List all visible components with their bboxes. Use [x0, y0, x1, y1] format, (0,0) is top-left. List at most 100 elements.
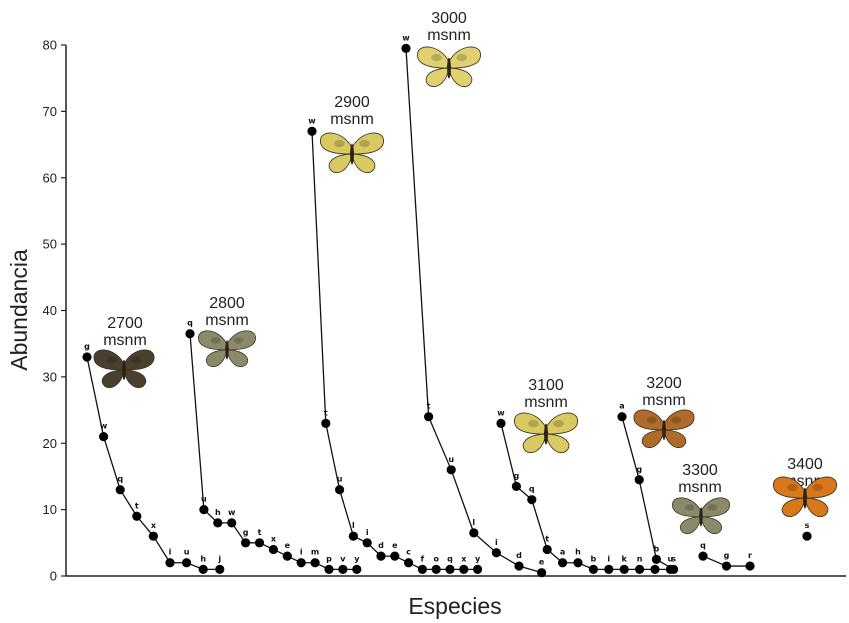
point-label: e [539, 558, 545, 567]
point-label: h [215, 508, 221, 517]
point-label: d [516, 551, 522, 560]
point-label: t [427, 402, 431, 411]
data-point [390, 551, 400, 561]
data-point [459, 564, 469, 574]
data-point [573, 558, 583, 568]
point-label: u [201, 495, 207, 504]
data-point [634, 475, 644, 485]
data-point [321, 418, 331, 428]
series-group: 3100msnmwgqtahbiknsu [496, 377, 676, 574]
point-label: y [354, 554, 360, 563]
point-label: t [324, 408, 328, 417]
y-tick-label: 20 [43, 436, 57, 451]
series-line [311, 131, 478, 571]
data-point [558, 558, 568, 568]
series-group: 3300 msnm q g r [672, 462, 755, 571]
point-label: h [200, 554, 206, 563]
data-point [115, 485, 125, 495]
data-point [491, 548, 501, 558]
y-tick-label: 0 [50, 569, 57, 584]
point-label: l [352, 521, 355, 530]
butterfly-icon [320, 132, 384, 174]
data-point [619, 564, 629, 574]
point-label: g [724, 551, 730, 560]
series-label: 3200 msnm [642, 375, 686, 409]
point-label: q [447, 554, 453, 563]
point-label: b [654, 544, 660, 553]
butterfly-icon [773, 476, 837, 518]
data-point [310, 558, 320, 568]
series-label: 3100 msnm [524, 377, 568, 411]
point-label: q [529, 485, 535, 494]
series-label: 3300 msnm [678, 462, 722, 496]
data-point [401, 43, 411, 53]
point-label: u [668, 554, 674, 563]
point-label: u [448, 455, 454, 464]
point-label: i [300, 548, 303, 557]
data-point [669, 564, 679, 574]
data-point [446, 465, 456, 475]
data-point [651, 554, 662, 565]
data-point [376, 551, 386, 561]
y-tick-label: 70 [43, 104, 57, 119]
data-point [182, 558, 192, 568]
butterfly-icon [198, 330, 256, 368]
series-group: 3000 msnm w t u l i d e [401, 10, 547, 578]
data-point [348, 531, 358, 541]
point-label: i [607, 554, 610, 563]
series-line [621, 416, 674, 570]
butterfly-icon [633, 409, 695, 449]
point-label: t [135, 501, 139, 510]
point-label: q [187, 319, 193, 328]
series-label: 2800 msnm [205, 295, 249, 329]
point-label: x [151, 521, 157, 530]
point-label: y [475, 554, 481, 563]
point-label: u [337, 475, 343, 484]
y-axis-title: Abundancia [6, 249, 32, 371]
butterfly-icon [93, 349, 155, 389]
point-label: v [340, 554, 346, 563]
point-label: g [84, 342, 90, 351]
data-point [324, 564, 334, 574]
point-label: k [622, 554, 628, 563]
point-label: g [243, 528, 249, 537]
point-label: a [619, 402, 624, 411]
data-point [511, 481, 521, 491]
point-label: d [378, 541, 384, 550]
point-label: h [575, 548, 581, 557]
point-label: e [285, 541, 291, 550]
data-point [362, 538, 372, 548]
data-point [424, 412, 434, 422]
data-point [802, 531, 812, 541]
point-label: q [117, 475, 123, 484]
data-point [650, 564, 660, 574]
data-point [241, 538, 251, 548]
point-label: o [433, 554, 439, 563]
data-point [745, 561, 755, 571]
point-label: p [326, 554, 332, 563]
data-point [635, 564, 645, 574]
data-point [431, 564, 441, 574]
point-label: u [184, 548, 190, 557]
series-label: 3000 msnm [427, 10, 471, 44]
y-tick-label: 60 [43, 170, 57, 185]
y-tick-label: 50 [43, 237, 57, 252]
data-point [198, 564, 208, 574]
data-point [148, 531, 158, 541]
data-point [185, 329, 195, 339]
data-point [404, 558, 414, 568]
point-label: w [228, 508, 236, 517]
data-point [335, 485, 345, 495]
point-label: e [392, 541, 398, 550]
y-tick-label: 10 [43, 502, 57, 517]
data-point [268, 544, 278, 555]
point-label: x [461, 554, 467, 563]
point-label: c [406, 548, 411, 557]
point-label: m [311, 548, 319, 557]
data-point [542, 544, 552, 555]
y-tick-label: 30 [43, 369, 57, 384]
